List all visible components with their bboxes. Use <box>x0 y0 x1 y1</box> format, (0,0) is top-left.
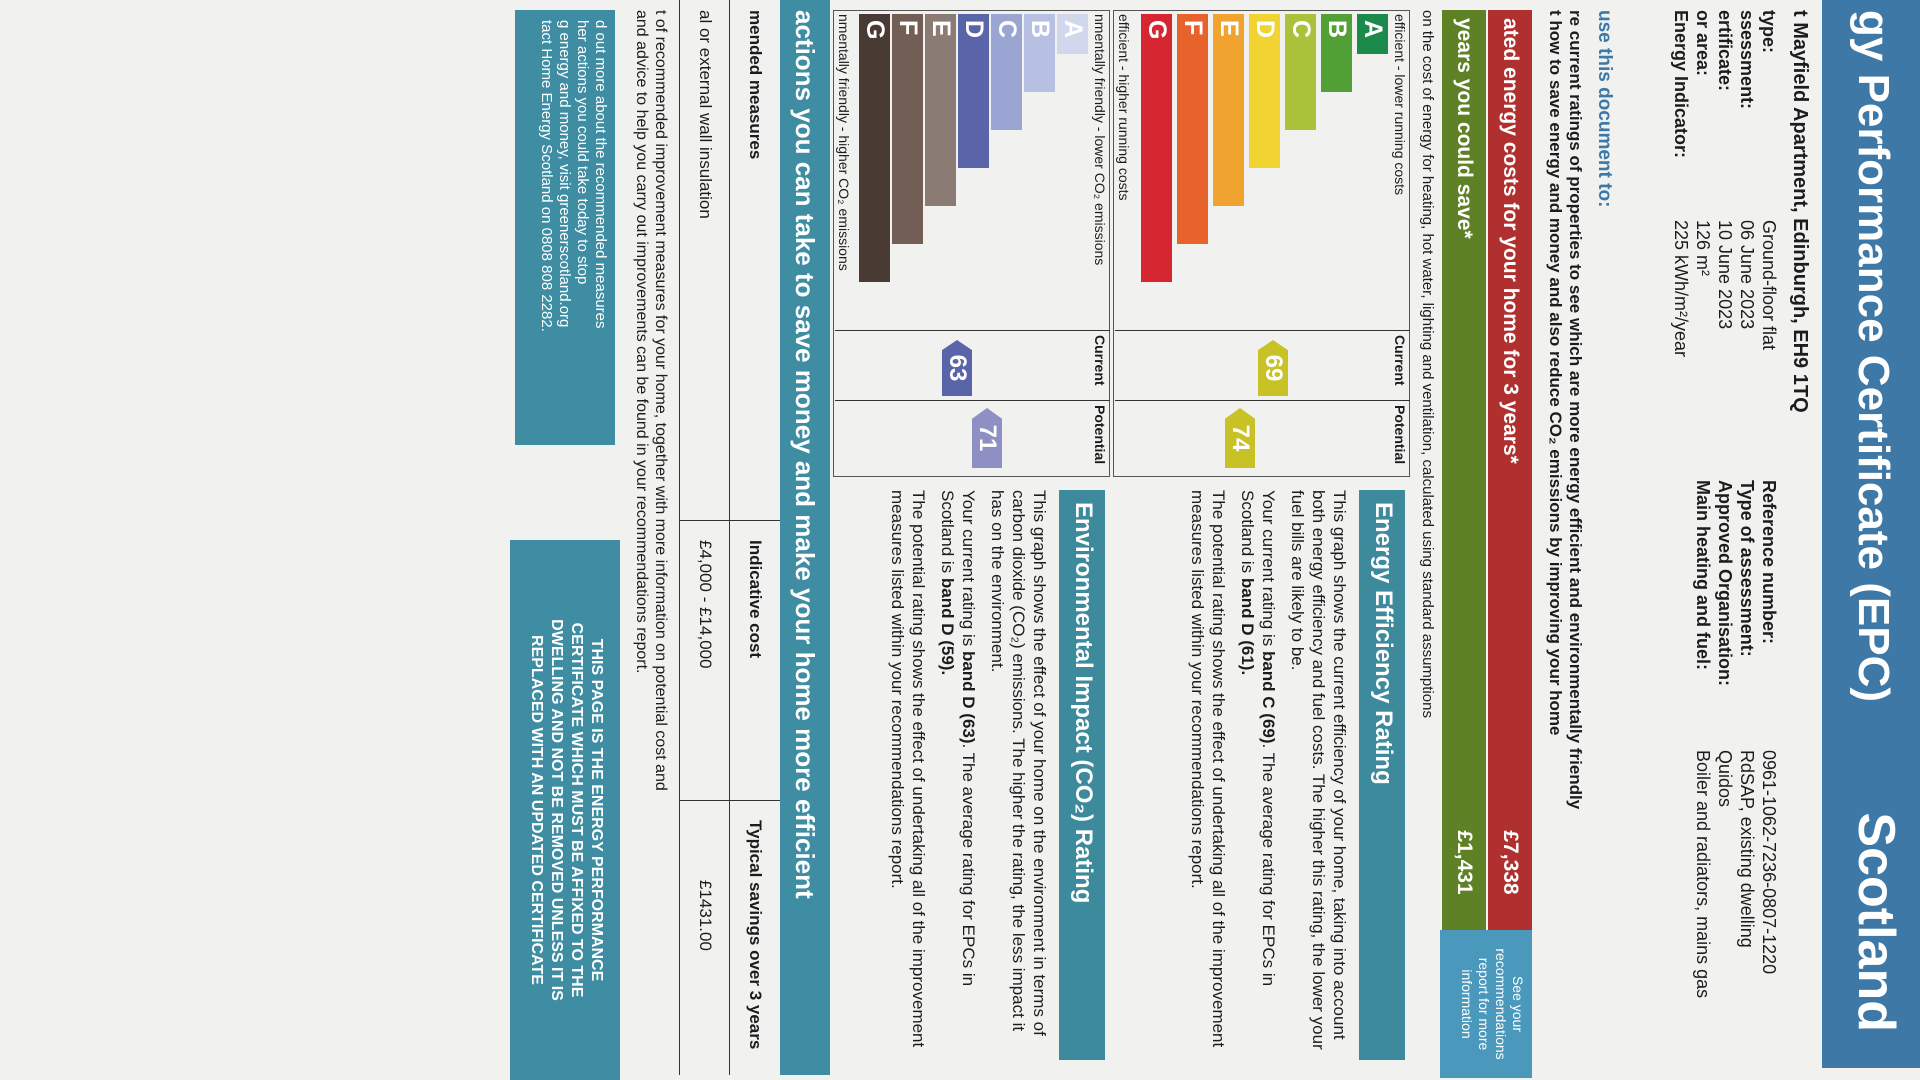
detail-key: ertificate: <box>1715 10 1735 92</box>
band-d: D <box>1249 14 1280 168</box>
paragraph: This graph shows the current efficiency … <box>1288 490 1349 1050</box>
band-g: G <box>1141 14 1172 282</box>
env-rating-heading: Environmental Impact (CO₂) Rating <box>1059 490 1105 1060</box>
usage-text: re current ratings of properties to see … <box>1545 10 1585 1060</box>
band-f: F <box>1177 14 1208 244</box>
detail-value: Boiler and radiators, mains gas <box>1693 750 1713 999</box>
detail-row: Type of assessment: RdSAP, existing dwell… <box>1736 480 1758 948</box>
chart-top-caption: nmentally friendly - lower CO₂ emissions <box>1092 14 1108 266</box>
band-d: D <box>958 14 989 168</box>
chart-bottom-caption: efficient - higher running costs <box>1116 14 1132 201</box>
cost-note: on the cost of energy for heating, hot w… <box>1419 10 1436 718</box>
energy-rating-text: This graph shows the current efficiency … <box>1187 490 1350 1050</box>
detail-key: Reference number: <box>1759 480 1779 645</box>
info-box: d out more about the recommended measure… <box>515 10 615 445</box>
actions-footnote: t of recommended improvement measures fo… <box>633 10 669 791</box>
detail-row: ssessment: 06 June 2023 <box>1736 10 1758 329</box>
measure-cost: £4,000 - £14,000 <box>696 540 715 669</box>
band-e: E <box>925 14 956 206</box>
band-c: C <box>991 14 1022 130</box>
paragraph: Your current rating is band C (69). The … <box>1238 490 1278 987</box>
cost-row-label: ated energy costs for your home for 3 ye… <box>1488 10 1532 730</box>
detail-row: type: Ground-floor flat <box>1758 10 1780 350</box>
col-current: Current <box>1392 335 1408 386</box>
measure-savings: £1431.00 <box>696 880 715 951</box>
detail-value: Quidos <box>1715 750 1735 808</box>
band-e: E <box>1213 14 1244 206</box>
detail-value: 225 kWh/m²/year <box>1671 220 1691 358</box>
detail-row: Approved Organisation: Quidos <box>1714 480 1736 807</box>
col-measures: mended measures <box>746 10 765 160</box>
chart-bottom-caption: nmentally friendly - higher CO₂ emission… <box>836 14 852 271</box>
actions-heading: actions you can take to save money and m… <box>780 0 830 1075</box>
detail-value: RdSAP, existing dwelling <box>1737 750 1757 948</box>
detail-key: or area: <box>1693 10 1713 77</box>
current-rating-marker: 63 <box>942 340 972 396</box>
detail-key: type: <box>1759 10 1779 54</box>
savings-row-label: years you could save* <box>1442 10 1486 730</box>
band-b: B <box>1321 14 1352 92</box>
region-name: Scotland <box>1847 812 1905 1032</box>
detail-row: Energy Indicator: 225 kWh/m²/year <box>1670 10 1692 357</box>
usage-title: use this document to: <box>1594 10 1615 208</box>
detail-row: or area: 126 m² <box>1692 10 1714 276</box>
certificate-header: gy Performance Certificate (EPC) Scotlan… <box>1822 0 1920 1068</box>
col-potential: Potential <box>1392 405 1408 465</box>
notice-box: THIS PAGE IS THE ENERGY PERFORMANCE CERT… <box>510 540 620 1080</box>
paragraph: This graph shows the effect of your home… <box>988 490 1049 1036</box>
band-c: C <box>1285 14 1316 130</box>
col-savings: Typical savings over 3 years <box>746 820 765 1050</box>
potential-rating-marker: 74 <box>1225 408 1255 468</box>
detail-value: 0961-1062-7236-0807-1220 <box>1759 750 1779 975</box>
measure-name: al or external wall insulation <box>696 10 715 219</box>
certificate-title: gy Performance Certificate (EPC) <box>1849 10 1898 702</box>
band-g: G <box>859 14 890 282</box>
col-current: Current <box>1092 335 1108 386</box>
detail-value: 06 June 2023 <box>1737 220 1757 330</box>
detail-value: 126 m² <box>1693 220 1713 277</box>
col-potential: Potential <box>1092 405 1108 465</box>
detail-value: Ground-floor flat <box>1759 220 1779 351</box>
paragraph: The potential rating shows the effect of… <box>888 490 928 1048</box>
current-rating-marker: 69 <box>1258 340 1288 396</box>
recommendations-hint: See your recommendations report for more… <box>1440 930 1532 1078</box>
col-cost: Indicative cost <box>746 540 765 659</box>
band-a: A <box>1057 14 1088 54</box>
potential-rating-marker: 71 <box>972 408 1002 468</box>
detail-key: Type of assessment: <box>1737 480 1757 657</box>
detail-key: Main heating and fuel: <box>1693 480 1713 671</box>
usage-line: t how to save energy and money and also … <box>1546 10 1565 736</box>
env-rating-text: This graph shows the effect of your home… <box>887 490 1050 1050</box>
band-a: A <box>1357 14 1388 54</box>
property-address: t Mayfield Apartment, Edinburgh, EH9 1TQ <box>1789 10 1811 413</box>
band-f: F <box>892 14 923 244</box>
energy-rating-heading: Energy Efficiency Rating <box>1359 490 1405 1060</box>
detail-key: ssessment: <box>1737 10 1757 110</box>
detail-key: Approved Organisation: <box>1715 480 1735 687</box>
detail-row: Reference number: 0961-1062-7236-0807-122… <box>1758 480 1780 974</box>
paragraph: The potential rating shows the effect of… <box>1188 490 1228 1048</box>
paragraph: Your current rating is band D (63). The … <box>938 490 978 987</box>
band-b: B <box>1024 14 1055 92</box>
detail-value: 10 June 2023 <box>1715 220 1735 330</box>
detail-row: Main heating and fuel: Boiler and radiato… <box>1692 480 1714 1040</box>
detail-key: Energy Indicator: <box>1671 10 1691 159</box>
chart-top-caption: efficient - lower running costs <box>1392 14 1408 196</box>
usage-line: re current ratings of properties to see … <box>1566 10 1585 810</box>
detail-row: ertificate: 10 June 2023 <box>1714 10 1736 329</box>
